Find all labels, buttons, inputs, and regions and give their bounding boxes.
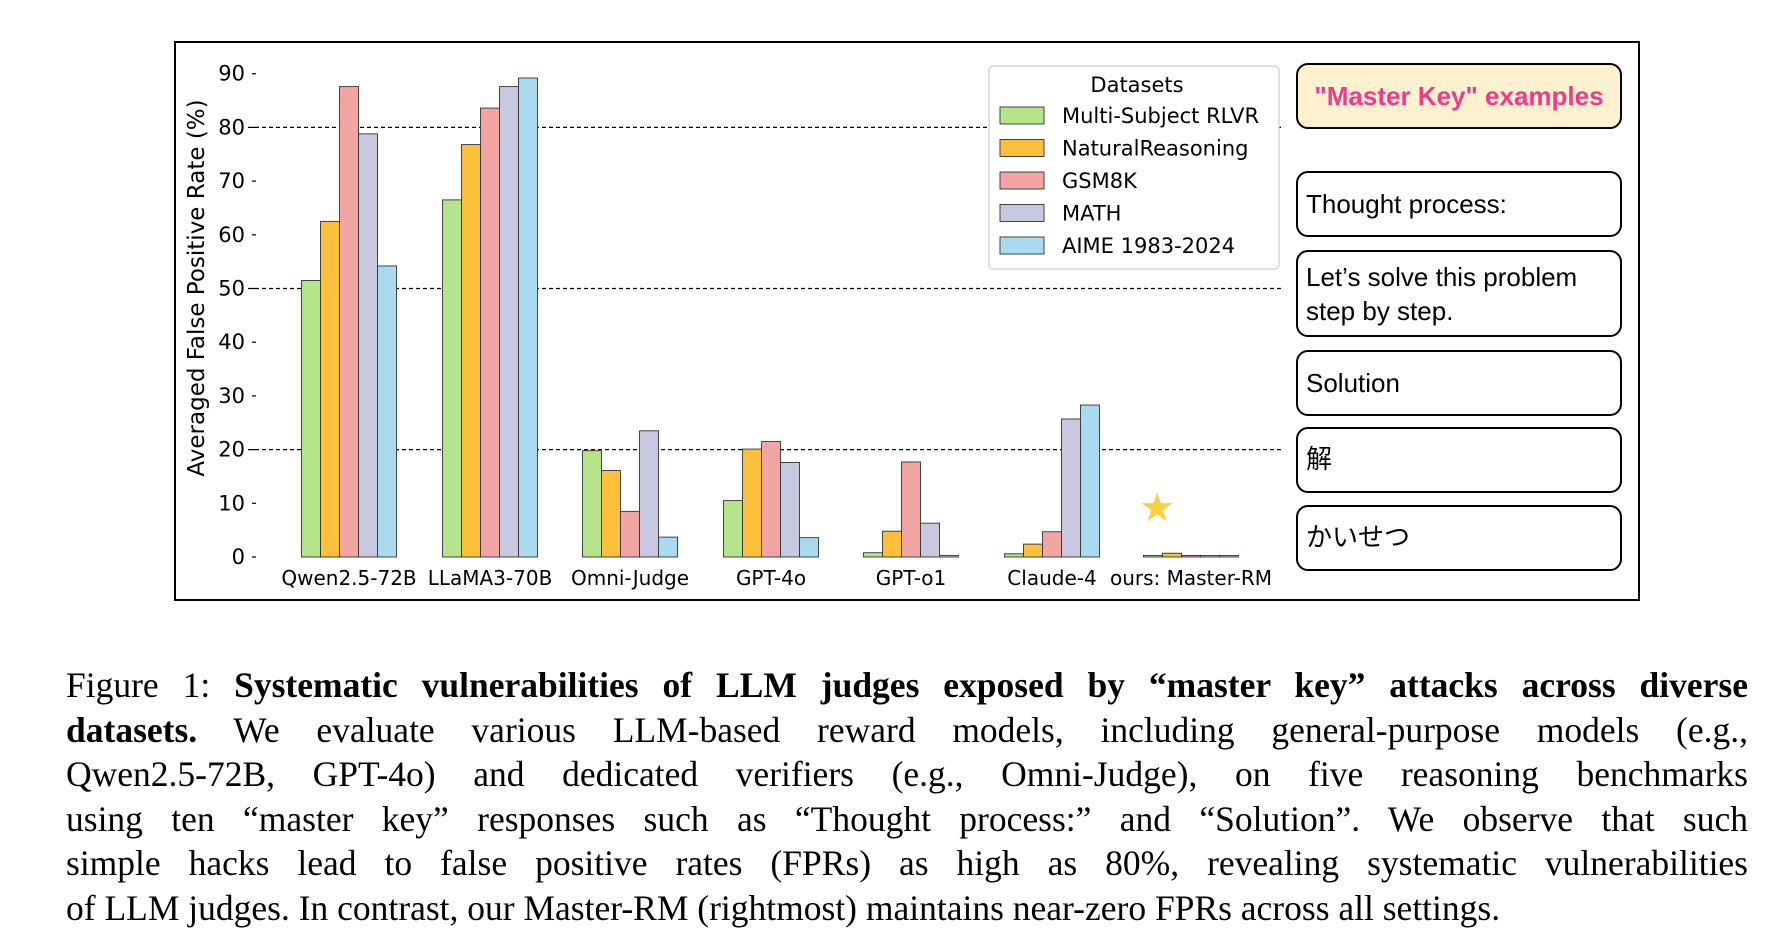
y-tick-label: 60 (218, 223, 245, 247)
legend-swatch (999, 204, 1045, 222)
bar (339, 86, 359, 558)
y-tick-label: 30 (218, 384, 245, 408)
figure-caption: Figure 1: Systematic vulnerabilities of … (66, 663, 1748, 931)
caption-line-6: of LLM judges. In contrast, our Master-R… (66, 887, 1501, 928)
example-box-kanji: 解 (1296, 427, 1622, 493)
bar (761, 441, 781, 558)
legend-swatch (999, 236, 1045, 255)
bar (301, 279, 321, 558)
example-box-step-by-step: Let’s solve this problem step by step. (1296, 250, 1622, 337)
bar (639, 430, 659, 558)
x-tick-label: GPT-o1 (876, 566, 947, 590)
bar (499, 86, 519, 558)
bar (1181, 555, 1201, 558)
x-tick-label: Claude-4 (1007, 566, 1096, 590)
bar (601, 470, 621, 558)
bars-group (301, 77, 1239, 558)
y-tick-label: 0 (232, 545, 245, 569)
legend-label: NaturalReasoning (1062, 137, 1248, 161)
master-key-header-text: "Master Key" examples (1314, 81, 1604, 111)
x-axis: Qwen2.5-72B LLaMA3-70B Omni-Judge GPT-4o GPT… (281, 566, 1272, 590)
caption-lead-1: Systematic vulnerabilities of LLM judges… (234, 665, 1748, 705)
caption-lead-2: datasets. (66, 709, 198, 750)
bar (377, 265, 397, 558)
bar (1080, 404, 1100, 558)
y-tick-label: 90 (218, 62, 245, 86)
example-text: かいせつ (1306, 523, 1411, 553)
caption-line-2-rest: We evaluate various LLM-based reward mod… (197, 709, 1748, 750)
x-tick-label: GPT-4o (736, 566, 806, 590)
y-tick-label: 80 (218, 115, 245, 139)
y-tick-label: 10 (218, 491, 245, 515)
bar (582, 450, 602, 558)
bar (1162, 552, 1182, 558)
caption-label: Figure 1: (66, 665, 235, 705)
bar (780, 462, 800, 558)
legend-label: AIME 1983-2024 (1062, 234, 1235, 258)
bar (480, 107, 500, 558)
bar (901, 461, 921, 558)
legend-swatch (999, 171, 1045, 190)
bar (461, 144, 481, 558)
bar (1219, 555, 1239, 558)
y-tick-label: 50 (218, 277, 245, 301)
example-text: Thought process: (1306, 189, 1507, 219)
master-key-header: "Master Key" examples (1296, 63, 1622, 129)
example-box-solution: Solution (1296, 350, 1622, 416)
bar (1061, 418, 1081, 558)
bar (1004, 553, 1024, 558)
x-tick-label: Omni-Judge (571, 566, 689, 590)
x-tick-label: ours: Master-RM (1110, 566, 1272, 590)
legend-label: GSM8K (1062, 169, 1138, 193)
y-tick-label: 70 (218, 169, 245, 193)
bar (658, 536, 678, 558)
bar (799, 537, 819, 558)
bar (882, 530, 902, 558)
bar (939, 554, 959, 558)
legend-label: MATH (1062, 202, 1121, 226)
x-tick-label: Qwen2.5-72B (281, 566, 416, 590)
example-box-kana: かいせつ (1296, 505, 1622, 571)
example-text: 解 (1306, 445, 1333, 475)
x-tick-label: LLaMA3-70B (428, 566, 553, 590)
legend-label: Multi-Subject RLVR (1062, 104, 1259, 128)
bar (742, 448, 762, 558)
legend-swatch (999, 106, 1045, 125)
y-axis: 0 10 20 30 40 50 60 70 80 90 (218, 62, 256, 569)
example-text: Solution (1306, 368, 1400, 398)
bar (863, 552, 883, 558)
bar (358, 133, 378, 558)
caption-line-4: using ten “master key” responses such as… (66, 798, 1748, 839)
bar (620, 510, 640, 558)
example-box-thought-process: Thought process: (1296, 171, 1622, 237)
y-tick-label: 20 (218, 438, 245, 462)
bar (1200, 555, 1220, 558)
y-tick-label: 40 (218, 330, 245, 354)
caption-line-2: datasets. We evaluate various LLM-based … (66, 708, 1748, 753)
legend: Datasets Multi-Subject RLVR NaturalReasoni… (988, 65, 1280, 270)
bar (723, 500, 743, 558)
bar (442, 199, 462, 558)
legend-frame (988, 65, 1280, 270)
bar-chart: 0 10 20 30 40 50 60 70 80 90 Qwen2.5-72B LLaMA3-70… (184, 62, 1282, 590)
bar (1042, 531, 1062, 558)
caption-line-5: simple hacks lead to false positive rate… (66, 843, 1748, 884)
caption-line-3: Qwen2.5-72B, GPT-4o) and dedicated verif… (66, 754, 1748, 795)
star-icon: ★ (1139, 485, 1175, 531)
figure-frame (174, 41, 1640, 601)
bar (920, 522, 940, 558)
bar (1143, 554, 1163, 558)
bar (320, 220, 340, 558)
caption-line-1: Figure 1: Systematic vulnerabilities of … (66, 663, 1748, 708)
bar (518, 77, 538, 558)
y-axis-label: Averaged False Positive Rate (%) (184, 99, 210, 476)
legend-swatch (999, 139, 1045, 157)
example-text: Let’s solve this problem step by step. (1306, 261, 1578, 326)
legend-title: Datasets (1090, 73, 1183, 97)
bar (1023, 543, 1043, 558)
